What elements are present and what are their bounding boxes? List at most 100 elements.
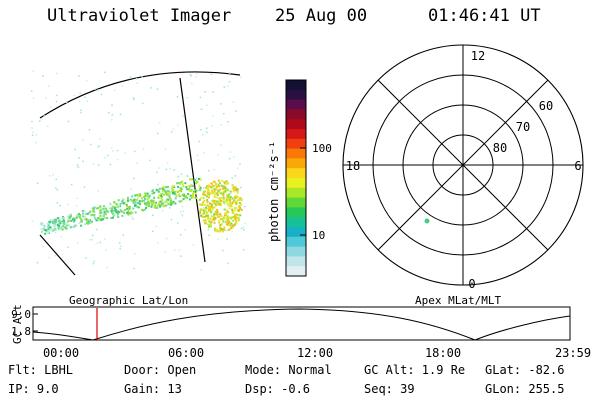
aurora-pixel bbox=[151, 203, 154, 206]
aurora-pixel bbox=[214, 182, 217, 185]
aurora-pixel bbox=[177, 193, 180, 196]
aurora-pixel bbox=[203, 200, 206, 203]
aurora-pixel bbox=[200, 203, 203, 206]
aurora-pixel bbox=[192, 191, 195, 194]
aurora-pixel bbox=[133, 198, 136, 201]
aurora-pixel bbox=[209, 185, 212, 188]
aurora-pixel bbox=[42, 229, 45, 231]
aurora-pixel bbox=[240, 203, 243, 206]
aurora-pixel bbox=[157, 242, 159, 244]
aurora-pixel bbox=[228, 207, 231, 210]
aurora-pixel bbox=[189, 74, 192, 76]
aurora-pixel bbox=[98, 145, 100, 147]
aurora-pixel bbox=[202, 134, 204, 136]
aurora-pixel bbox=[154, 202, 157, 205]
aurora-pixel bbox=[213, 193, 216, 196]
aurora-pixel bbox=[105, 249, 107, 251]
aurora-pixel bbox=[180, 173, 183, 176]
aurora-pixel bbox=[219, 218, 222, 221]
aurora-pixel bbox=[58, 223, 61, 226]
aurora-pixel bbox=[205, 195, 208, 198]
aurora-pixel bbox=[68, 214, 71, 217]
aurora-pixel bbox=[222, 201, 225, 204]
aurora-pixel bbox=[206, 127, 208, 129]
aurora-pixel bbox=[81, 219, 83, 222]
aurora-pixel bbox=[114, 207, 116, 210]
aurora-pixel bbox=[215, 229, 218, 232]
aurora-pixel bbox=[208, 184, 210, 187]
aurora-pixel bbox=[75, 216, 78, 219]
aurora-pixel bbox=[110, 119, 113, 121]
aurora-pixel bbox=[180, 188, 183, 191]
aurora-pixel bbox=[202, 209, 205, 212]
aurora-pixel bbox=[209, 202, 212, 205]
aurora-pixel bbox=[231, 184, 234, 187]
aurora-pixel bbox=[170, 199, 172, 202]
aurora-pixel bbox=[59, 204, 61, 207]
aurora-pixel bbox=[78, 222, 81, 224]
aurora-pixel bbox=[31, 134, 34, 136]
aurora-pixel bbox=[219, 229, 222, 232]
aurora-pixel bbox=[43, 228, 46, 231]
aurora-pixel bbox=[227, 194, 230, 197]
aurora-pixel bbox=[85, 257, 87, 259]
aurora-pixel bbox=[54, 228, 57, 231]
aurora-pixel bbox=[240, 208, 243, 211]
aurora-pixel bbox=[209, 225, 212, 228]
aurora-pixel bbox=[165, 189, 167, 191]
aurora-pixel bbox=[208, 209, 211, 212]
aurora-pixel bbox=[201, 233, 204, 235]
aurora-pixel bbox=[237, 167, 239, 169]
aurora-pixel bbox=[87, 212, 90, 215]
aurora-pixel bbox=[146, 192, 149, 195]
aurora-pixel bbox=[158, 187, 161, 190]
aurora-pixel bbox=[109, 202, 111, 204]
aurora-pixel bbox=[207, 228, 210, 231]
aurora-pixel bbox=[229, 201, 231, 203]
aurora-pixel bbox=[76, 197, 79, 200]
aurora-pixel bbox=[127, 199, 130, 202]
color-bar-stripe bbox=[286, 99, 306, 110]
aurora-pixel bbox=[106, 217, 109, 219]
aurora-pixel bbox=[208, 224, 210, 227]
aurora-pixel bbox=[203, 203, 206, 206]
aurora-pixel bbox=[186, 188, 189, 191]
aurora-pixel bbox=[216, 203, 219, 206]
aurora-pixel bbox=[178, 249, 181, 251]
aurora-pixel bbox=[88, 219, 91, 221]
aurora-pixel bbox=[158, 121, 161, 124]
aurora-pixel bbox=[49, 175, 51, 177]
aurora-pixel bbox=[31, 127, 33, 129]
aurora-pixel bbox=[204, 210, 207, 213]
geo-panel-label: Geographic Lat/Lon bbox=[69, 294, 188, 307]
color-bar-tick-100: 100 bbox=[312, 142, 332, 155]
aurora-pixel bbox=[52, 230, 55, 233]
aurora-pixel bbox=[111, 211, 114, 214]
aurora-pixel bbox=[92, 262, 95, 265]
aurora-pixel bbox=[39, 120, 41, 122]
aurora-pixel bbox=[57, 225, 60, 228]
aurora-pixel bbox=[176, 96, 179, 98]
aurora-pixel bbox=[121, 214, 124, 217]
time-tick-2359: 23:59 bbox=[555, 346, 591, 360]
aurora-pixel bbox=[150, 201, 153, 204]
aurora-pixel bbox=[200, 269, 202, 271]
aurora-pixel bbox=[139, 193, 142, 196]
aurora-pixel bbox=[202, 187, 205, 189]
aurora-pixel bbox=[147, 200, 150, 203]
aurora-pixel bbox=[171, 185, 174, 188]
aurora-pixel bbox=[131, 200, 134, 203]
aurora-pixel bbox=[155, 188, 158, 191]
aurora-pixel bbox=[52, 228, 55, 231]
aurora-pixel bbox=[113, 201, 116, 204]
aurora-pixel bbox=[182, 115, 184, 117]
aurora-pixel bbox=[82, 212, 85, 215]
aurora-pixel bbox=[210, 215, 213, 218]
aurora-pixel bbox=[199, 178, 202, 181]
aurora-pixel bbox=[216, 183, 218, 186]
color-bar-stripe bbox=[286, 246, 306, 257]
aurora-pixel bbox=[48, 227, 50, 230]
aurora-pixel bbox=[156, 206, 159, 209]
aurora-pixel bbox=[224, 190, 227, 193]
aurora-pixel bbox=[216, 192, 219, 195]
